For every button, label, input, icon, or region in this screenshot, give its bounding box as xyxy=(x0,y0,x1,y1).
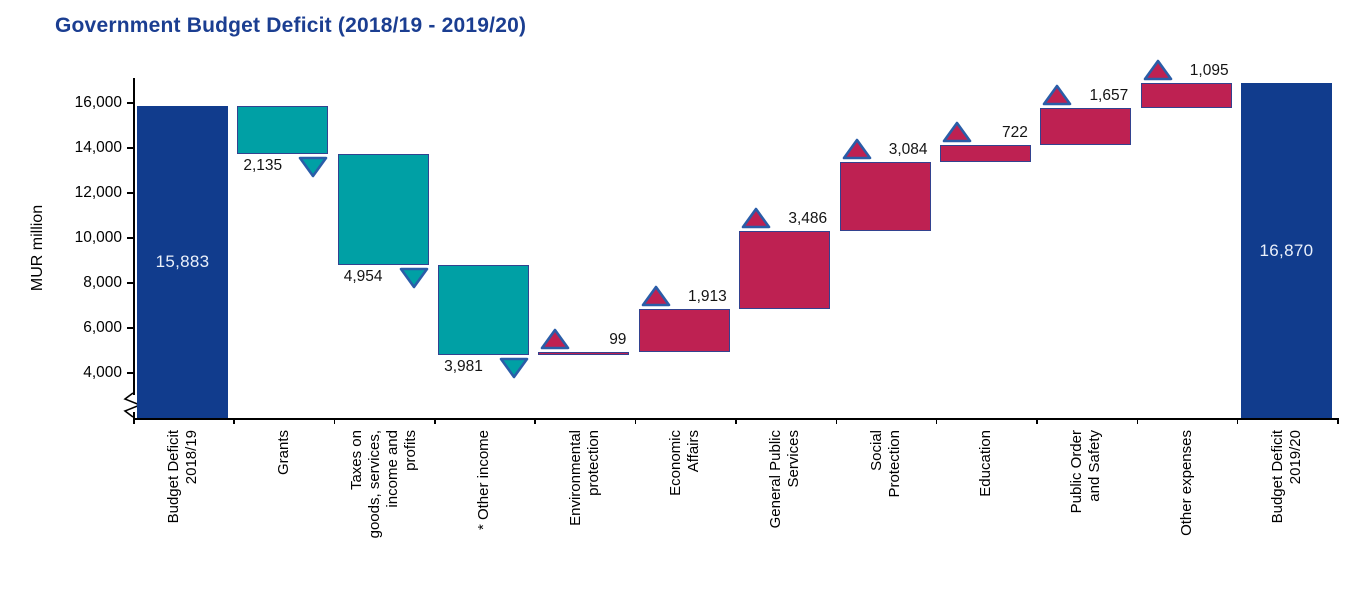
x-category-label: Taxes on goods, services, income and pro… xyxy=(347,430,419,539)
x-category-label: * Other income xyxy=(475,430,493,531)
bar-value-label: 3,981 xyxy=(444,357,483,375)
y-tick xyxy=(127,372,133,374)
bar-value-label: 2,135 xyxy=(243,156,283,174)
bar-budget-deficit-2019-20 xyxy=(1240,83,1332,418)
y-tick-label: 16,000 xyxy=(74,94,122,111)
y-tick xyxy=(127,192,133,194)
bar-value-label: 1,095 xyxy=(1189,62,1229,80)
increase-triangle-icon xyxy=(641,286,671,307)
increase-triangle-icon xyxy=(942,122,972,143)
bar-value-label: 722 xyxy=(1002,124,1028,142)
x-tick xyxy=(634,418,637,424)
x-category-label: General Public Services xyxy=(767,430,803,529)
increase-triangle-icon xyxy=(1143,60,1172,81)
x-category-label: Education xyxy=(977,430,995,497)
x-tick xyxy=(233,418,235,424)
bar-value-label: 1,913 xyxy=(688,288,727,306)
x-tick xyxy=(1337,418,1339,424)
bar-general-public-services xyxy=(739,231,831,310)
y-tick xyxy=(127,102,133,104)
y-tick-label: 6,000 xyxy=(83,319,122,336)
bar-value-label: 99 xyxy=(609,331,627,349)
x-category-label: Grants xyxy=(274,430,292,476)
x-tick xyxy=(434,418,436,424)
decrease-triangle-icon xyxy=(399,267,429,289)
x-tick xyxy=(735,418,737,424)
x-tick xyxy=(935,418,938,424)
x-category-label: Social Protection xyxy=(867,430,903,498)
y-axis-title: MUR million xyxy=(29,204,46,292)
y-axis-line xyxy=(133,78,135,396)
x-tick xyxy=(133,418,135,424)
axis-break-mask xyxy=(128,395,138,412)
bar-other-expenses xyxy=(1140,83,1232,109)
x-tick xyxy=(835,418,838,424)
x-category-label: Environmental protection xyxy=(566,430,602,526)
bar-budget-deficit-2018-19 xyxy=(137,105,228,418)
decrease-triangle-icon xyxy=(499,357,529,379)
y-tick-label: 10,000 xyxy=(74,229,122,246)
increase-triangle-icon xyxy=(541,329,570,350)
x-tick xyxy=(534,418,536,424)
bar-social-protection xyxy=(839,161,931,231)
chart-title: Government Budget Deficit (2018/19 - 201… xyxy=(55,14,527,37)
bar-public-order-and-safety xyxy=(1040,108,1132,146)
y-tick-label: 14,000 xyxy=(74,139,122,156)
x-tick xyxy=(333,418,336,424)
decrease-triangle-icon xyxy=(299,156,328,177)
y-tick xyxy=(127,237,133,239)
x-category-label: Economic Affairs xyxy=(666,430,702,496)
bar-taxes-on-goods-services-income-and-profits xyxy=(337,153,429,266)
y-tick-label: 8,000 xyxy=(83,274,122,291)
x-category-label: Other expenses xyxy=(1177,430,1195,536)
x-category-label: Budget Deficit 2019/20 xyxy=(1269,430,1305,524)
bar-education xyxy=(939,145,1031,162)
bar-other-income xyxy=(438,265,530,355)
bar-value-label: 15,883 xyxy=(155,251,210,271)
bar-value-label: 4,954 xyxy=(343,268,383,286)
bar-value-label: 16,870 xyxy=(1259,240,1314,260)
y-tick xyxy=(127,327,133,329)
y-tick xyxy=(127,147,133,149)
y-tick-label: 4,000 xyxy=(83,364,122,381)
y-tick-label: 12,000 xyxy=(74,184,122,201)
y-tick xyxy=(127,282,133,284)
increase-triangle-icon xyxy=(1042,84,1072,106)
bar-environmental-protection xyxy=(538,352,630,355)
bar-economic-affairs xyxy=(638,309,730,353)
bar-value-label: 1,657 xyxy=(1089,87,1129,105)
bar-value-label: 3,486 xyxy=(788,210,828,227)
increase-triangle-icon xyxy=(741,207,771,229)
increase-triangle-icon xyxy=(842,138,871,159)
x-tick xyxy=(1136,418,1139,424)
bar-grants xyxy=(237,105,329,154)
y-axis-line-lower xyxy=(133,412,135,419)
bar-value-label: 3,084 xyxy=(888,140,928,158)
x-category-label: Budget Deficit 2018/19 xyxy=(165,430,201,524)
x-tick xyxy=(1236,418,1239,424)
x-tick xyxy=(1036,418,1038,424)
x-category-label: Public Order and Safety xyxy=(1068,430,1104,514)
